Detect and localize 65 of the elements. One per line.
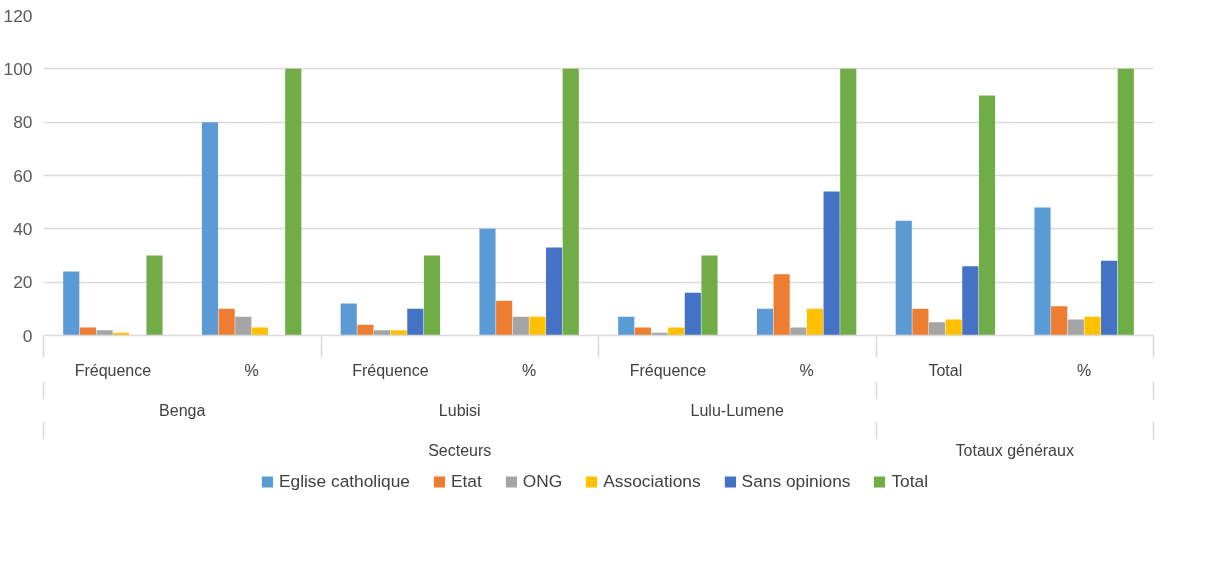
bar	[928, 322, 946, 336]
bar	[235, 316, 252, 336]
x-tick-label: %	[522, 361, 537, 379]
y-tick-label: 0	[22, 325, 33, 346]
x-tick-label: Fréquence	[74, 361, 152, 379]
bar	[1051, 306, 1068, 336]
legend-label: Associations	[603, 470, 701, 492]
legend-label: Total	[891, 470, 929, 492]
bar	[373, 330, 391, 336]
y-tick-label: 120	[3, 5, 33, 26]
bar	[773, 274, 790, 336]
y-tick-label: 20	[13, 272, 33, 293]
y-tick-label: 80	[13, 112, 33, 133]
legend-label: Sans opinions	[741, 470, 851, 492]
bar	[756, 308, 774, 336]
bar	[684, 292, 701, 336]
bar	[806, 308, 824, 336]
y-tick-label: 100	[3, 58, 33, 79]
x-tick-label: %	[244, 361, 259, 379]
bar	[1067, 319, 1084, 336]
x-tick-label: %	[1077, 361, 1092, 379]
text: Totaux généraux	[955, 441, 1074, 459]
bar	[546, 247, 563, 336]
bar	[978, 95, 996, 336]
legend-label: Eglise catholique	[278, 470, 410, 492]
bar	[496, 300, 513, 336]
bar	[407, 308, 424, 336]
text: Benga	[159, 401, 206, 419]
y-tick-label: 60	[13, 165, 33, 186]
bar	[340, 303, 357, 336]
bar	[390, 330, 407, 336]
bar	[701, 255, 718, 336]
bar	[562, 68, 579, 336]
bar	[146, 255, 163, 336]
bar	[96, 330, 113, 336]
bar	[962, 266, 979, 336]
bar	[218, 308, 235, 336]
bar	[479, 228, 496, 336]
bar	[1034, 207, 1051, 336]
bar	[285, 68, 302, 336]
x-tick-label: Fréquence	[352, 361, 429, 379]
legend-label: Etat	[450, 470, 482, 492]
x-tick-label: Fréquence	[629, 361, 707, 379]
x-tick-label: %	[799, 361, 814, 379]
bar	[63, 271, 80, 336]
bar	[1101, 260, 1118, 336]
bar	[618, 316, 635, 336]
bar	[1084, 316, 1101, 336]
bar	[823, 191, 840, 336]
bar	[945, 319, 962, 336]
y-tick-label: 40	[13, 218, 33, 239]
bar	[201, 122, 219, 336]
text: Lulu-Lumene	[690, 401, 785, 419]
bar	[423, 255, 441, 336]
bar	[1117, 68, 1134, 336]
bar	[840, 68, 857, 336]
bar	[529, 316, 546, 336]
bar	[357, 324, 374, 336]
x-tick-label: Total	[928, 361, 963, 379]
bar	[912, 308, 929, 336]
legend-label: ONG	[522, 470, 563, 492]
bar	[895, 220, 912, 336]
text: Secteurs	[428, 441, 492, 459]
bar	[512, 316, 529, 336]
text: Lubisi	[438, 401, 481, 419]
